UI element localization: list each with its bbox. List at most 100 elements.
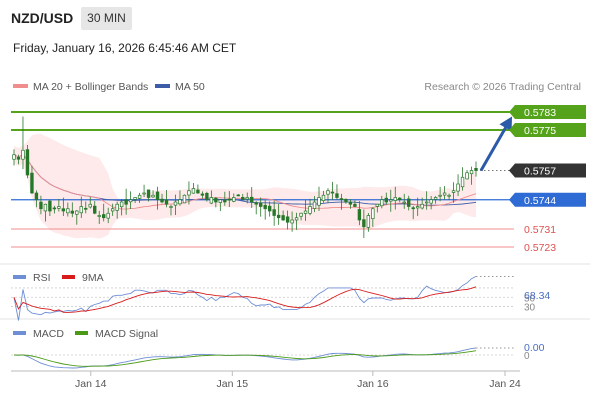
candle-body	[173, 201, 178, 206]
candle-body	[348, 201, 353, 205]
price-levels	[11, 111, 514, 248]
candle-body	[214, 197, 218, 203]
candle-body	[294, 217, 299, 221]
candle-body	[371, 208, 375, 220]
candle-body	[169, 206, 173, 208]
symbol-title: NZD/USD	[11, 10, 74, 26]
ma20-legend-swatch	[13, 84, 28, 88]
candle-body	[362, 219, 366, 228]
candle-body	[398, 197, 402, 201]
candle-body	[442, 192, 447, 196]
candle-body	[209, 197, 214, 204]
macd-panel: 00.00	[11, 342, 545, 369]
candle-body	[39, 201, 43, 210]
bollinger-band-fill	[14, 133, 476, 239]
candle-body	[321, 194, 326, 201]
candle-body	[43, 203, 48, 212]
candle-body	[407, 198, 411, 207]
candle-body	[12, 154, 16, 160]
candle-body	[303, 210, 308, 214]
timeframe-button[interactable]: 30 MIN	[81, 7, 132, 30]
candle-body	[61, 208, 66, 212]
candle-body	[330, 191, 335, 194]
candle-body	[366, 215, 371, 228]
candle-body	[438, 194, 442, 197]
candle-body	[420, 203, 424, 209]
candle-body	[317, 197, 321, 206]
candle-body	[30, 172, 34, 194]
candle-body	[196, 189, 200, 194]
candle-body	[254, 202, 258, 205]
forecast-arrow-head	[499, 116, 512, 132]
x-tick-label: Jan 16	[357, 378, 389, 390]
candle-body	[357, 209, 362, 221]
candle-body	[48, 200, 52, 212]
macd-signal-line	[13, 350, 477, 367]
candle-body	[151, 194, 155, 198]
ma20-line	[13, 154, 477, 210]
candle-body	[326, 190, 330, 195]
macd-zero-label: 0	[524, 351, 530, 362]
last-price-label: 0.5757	[524, 166, 556, 178]
candle-body	[335, 193, 339, 198]
candle-body	[70, 210, 75, 214]
main-legend: MA 20 + Bollinger Bands MA 50 Research ©…	[13, 81, 581, 93]
candle-body	[52, 207, 57, 210]
macd-legend: MACD MACD Signal	[13, 328, 158, 340]
candle-body	[178, 199, 182, 205]
candle-body	[312, 201, 317, 209]
pivot-label: 0.5744	[524, 195, 556, 207]
source-credit: Research © 2026 Trading Central	[424, 81, 581, 93]
candle-body	[263, 204, 267, 210]
candle-body	[456, 183, 460, 192]
candle-body	[164, 199, 169, 205]
moving-averages	[13, 154, 477, 210]
candle-body	[393, 197, 397, 201]
candle-body	[339, 198, 344, 201]
candle-body	[380, 199, 384, 207]
candle-body	[241, 197, 245, 201]
ma50-legend-label: MA 50	[175, 81, 205, 93]
candle-body	[106, 212, 110, 219]
last-price-tag-pointer	[509, 163, 515, 178]
candle-body	[447, 194, 451, 197]
candle-body	[205, 192, 209, 201]
candle-body	[281, 215, 285, 221]
candle-body	[411, 207, 415, 210]
candle-body	[187, 190, 191, 196]
resistance-1-tag	[515, 123, 586, 137]
rsi-line	[13, 275, 477, 321]
candle-body	[97, 215, 101, 217]
candle-body	[25, 149, 30, 176]
resistance-2-tag-pointer	[509, 105, 515, 119]
candle-body	[465, 172, 469, 180]
candle-body	[451, 190, 456, 193]
candle-body	[290, 219, 294, 224]
candle-body	[119, 201, 124, 208]
candle-body	[429, 199, 433, 204]
candles	[12, 116, 478, 238]
last-price-tag	[515, 163, 586, 178]
candle-body	[191, 188, 196, 194]
candle-body	[267, 205, 272, 212]
candle-body	[227, 198, 231, 201]
candle-body	[276, 214, 281, 219]
candle-body	[21, 149, 25, 160]
candle-body	[124, 199, 128, 205]
candle-body	[424, 201, 429, 204]
candle-body	[66, 208, 70, 214]
rsi-ma-legend-swatch	[62, 275, 75, 279]
level-labels: 0.5783 0.5775 0.5757 0.5744 0.5731 0.5723	[509, 105, 586, 254]
candle-body	[16, 156, 21, 160]
candle-body	[223, 199, 227, 203]
candle-body	[474, 168, 478, 171]
candle-body	[75, 210, 79, 215]
candle-body	[57, 206, 61, 209]
bollinger-bands	[14, 133, 476, 239]
candle-body	[299, 212, 303, 217]
rsi-value-label: 68.34	[524, 290, 550, 302]
candle-body	[460, 176, 465, 188]
candle-body	[182, 194, 187, 204]
resistance-2-label: 0.5783	[524, 107, 556, 119]
